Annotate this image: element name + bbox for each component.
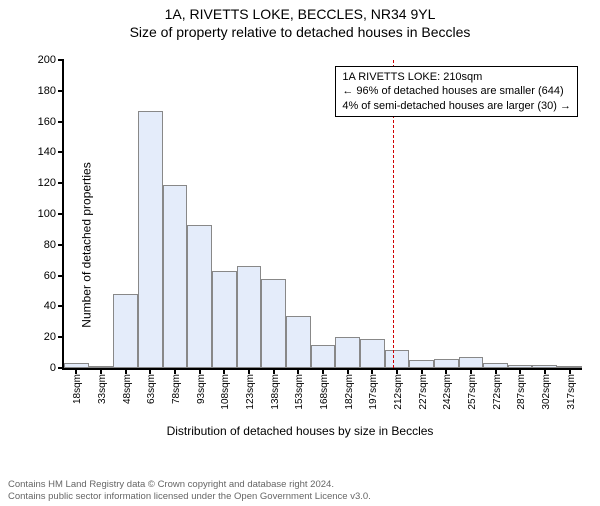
y-tick-label: 20: [44, 331, 56, 343]
x-tick-label: 48sqm: [122, 374, 133, 404]
y-tick-label: 120: [38, 177, 56, 189]
histogram-bar: [459, 357, 484, 368]
x-tick-mark: [421, 368, 423, 374]
y-tick-label: 100: [38, 208, 56, 220]
x-tick-label: 272sqm: [492, 374, 503, 410]
footer-line2: Contains public sector information licen…: [8, 491, 371, 502]
x-tick-mark: [519, 368, 521, 374]
x-tick-label: 227sqm: [418, 374, 429, 410]
histogram-bar: [187, 225, 212, 368]
x-tick-mark: [75, 368, 77, 374]
x-tick-label: 197sqm: [368, 374, 379, 410]
histogram-bar: [212, 271, 237, 368]
x-tick-label: 78sqm: [171, 374, 182, 404]
footer-line1: Contains HM Land Registry data © Crown c…: [8, 479, 371, 490]
x-tick-mark: [396, 368, 398, 374]
histogram-bar: [385, 350, 410, 368]
y-tick-mark: [58, 305, 64, 307]
annotation-line2: ← 96% of detached houses are smaller (64…: [342, 84, 571, 98]
x-tick-label: 168sqm: [319, 374, 330, 410]
page-title-line1: 1A, RIVETTS LOKE, BECCLES, NR34 9YL: [0, 6, 600, 22]
histogram-bar: [311, 345, 336, 368]
x-tick-mark: [149, 368, 151, 374]
annotation-line3: 4% of semi-detached houses are larger (3…: [342, 99, 571, 113]
x-tick-mark: [470, 368, 472, 374]
histogram-bar: [409, 360, 434, 368]
x-tick-mark: [223, 368, 225, 374]
x-tick-mark: [371, 368, 373, 374]
x-tick-mark: [248, 368, 250, 374]
x-tick-label: 93sqm: [196, 374, 207, 404]
x-tick-label: 18sqm: [72, 374, 83, 404]
x-tick-label: 182sqm: [344, 374, 355, 410]
plot-area: 1A RIVETTS LOKE: 210sqm ← 96% of detache…: [62, 60, 582, 370]
y-tick-label: 160: [38, 116, 56, 128]
x-tick-label: 257sqm: [467, 374, 478, 410]
y-tick-mark: [58, 336, 64, 338]
y-tick-mark: [58, 121, 64, 123]
x-tick-mark: [100, 368, 102, 374]
y-tick-label: 60: [44, 270, 56, 282]
x-tick-label: 63sqm: [146, 374, 157, 404]
y-tick-mark: [58, 182, 64, 184]
y-tick-mark: [58, 90, 64, 92]
y-tick-mark: [58, 275, 64, 277]
y-tick-mark: [58, 59, 64, 61]
annotation-line1: 1A RIVETTS LOKE: 210sqm: [342, 70, 571, 84]
x-tick-label: 302sqm: [541, 374, 552, 410]
x-tick-mark: [495, 368, 497, 374]
x-tick-mark: [273, 368, 275, 374]
x-tick-label: 108sqm: [220, 374, 231, 410]
histogram-bar: [163, 185, 188, 368]
x-tick-mark: [544, 368, 546, 374]
histogram-bar: [113, 294, 138, 368]
y-tick-label: 80: [44, 239, 56, 251]
page-title-line2: Size of property relative to detached ho…: [0, 24, 600, 40]
x-tick-mark: [569, 368, 571, 374]
x-tick-mark: [125, 368, 127, 374]
histogram-bar: [138, 111, 163, 368]
histogram-bar: [434, 359, 459, 368]
footer-attribution: Contains HM Land Registry data © Crown c…: [8, 479, 371, 502]
x-tick-label: 287sqm: [516, 374, 527, 410]
y-tick-mark: [58, 367, 64, 369]
x-tick-label: 123sqm: [245, 374, 256, 410]
x-tick-label: 138sqm: [270, 374, 281, 410]
x-tick-mark: [174, 368, 176, 374]
histogram-bar: [360, 339, 385, 368]
x-tick-mark: [297, 368, 299, 374]
x-tick-mark: [199, 368, 201, 374]
x-tick-mark: [347, 368, 349, 374]
x-tick-label: 153sqm: [294, 374, 305, 410]
x-tick-mark: [445, 368, 447, 374]
histogram-bar: [261, 279, 286, 368]
x-axis-label: Distribution of detached houses by size …: [0, 424, 600, 438]
annotation-box: 1A RIVETTS LOKE: 210sqm ← 96% of detache…: [335, 66, 578, 117]
histogram-bar: [286, 316, 311, 368]
chart-container: Number of detached properties 1A RIVETTS…: [0, 50, 600, 440]
x-tick-label: 242sqm: [442, 374, 453, 410]
x-tick-label: 33sqm: [97, 374, 108, 404]
y-tick-mark: [58, 213, 64, 215]
histogram-bar: [237, 266, 262, 368]
y-tick-label: 180: [38, 85, 56, 97]
y-tick-mark: [58, 244, 64, 246]
y-tick-label: 200: [38, 54, 56, 66]
x-tick-label: 212sqm: [393, 374, 404, 410]
y-tick-label: 40: [44, 300, 56, 312]
x-tick-mark: [322, 368, 324, 374]
y-tick-label: 140: [38, 146, 56, 158]
y-tick-label: 0: [50, 362, 56, 374]
x-tick-label: 317sqm: [566, 374, 577, 410]
y-tick-mark: [58, 151, 64, 153]
histogram-bar: [335, 337, 360, 368]
